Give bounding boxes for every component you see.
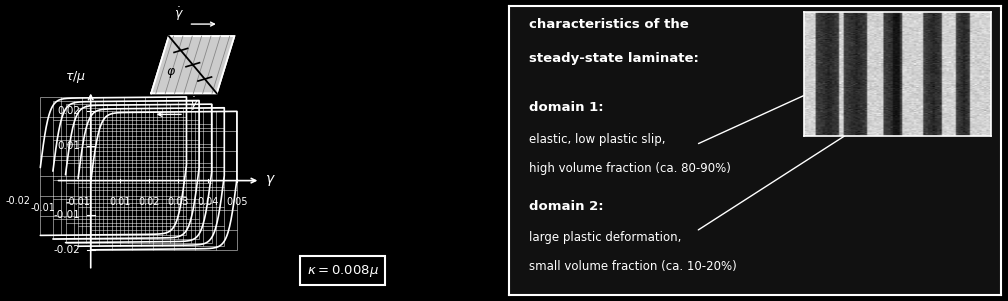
Polygon shape — [151, 36, 234, 93]
Text: large plastic deformation,: large plastic deformation, — [529, 231, 681, 244]
Text: steady-state laminate:: steady-state laminate: — [529, 52, 699, 65]
Text: $\varphi$: $\varphi$ — [165, 66, 176, 80]
Text: characteristics of the: characteristics of the — [529, 17, 688, 31]
Text: 0.01: 0.01 — [109, 197, 131, 207]
Text: 0.03: 0.03 — [167, 197, 190, 207]
Text: elastic, low plastic slip,: elastic, low plastic slip, — [529, 133, 665, 146]
Text: domain 1:: domain 1: — [529, 101, 604, 114]
Text: $\tau/\mu$: $\tau/\mu$ — [65, 69, 86, 85]
Text: -0.01: -0.01 — [53, 210, 81, 220]
Text: $\kappa = 0.008\mu$: $\kappa = 0.008\mu$ — [306, 263, 379, 279]
Text: 0.05: 0.05 — [226, 197, 248, 207]
Text: 0.02: 0.02 — [138, 197, 160, 207]
Text: 0.02: 0.02 — [57, 106, 81, 116]
Text: -0.02: -0.02 — [5, 196, 30, 206]
Text: small volume fraction (ca. 10-20%): small volume fraction (ca. 10-20%) — [529, 260, 737, 273]
Text: $\dot{\gamma}$: $\dot{\gamma}$ — [190, 95, 199, 113]
Text: -0.01: -0.01 — [30, 203, 55, 213]
Text: $\dot{\gamma}$: $\dot{\gamma}$ — [173, 5, 183, 23]
Text: -0.02: -0.02 — [53, 245, 81, 255]
Text: 0.04: 0.04 — [197, 197, 219, 207]
Text: $\gamma$: $\gamma$ — [265, 173, 276, 188]
Text: -0.01: -0.01 — [66, 197, 91, 207]
Text: high volume fraction (ca. 80-90%): high volume fraction (ca. 80-90%) — [529, 162, 731, 175]
Text: 0.01: 0.01 — [57, 141, 81, 151]
Text: domain 2:: domain 2: — [529, 200, 604, 213]
